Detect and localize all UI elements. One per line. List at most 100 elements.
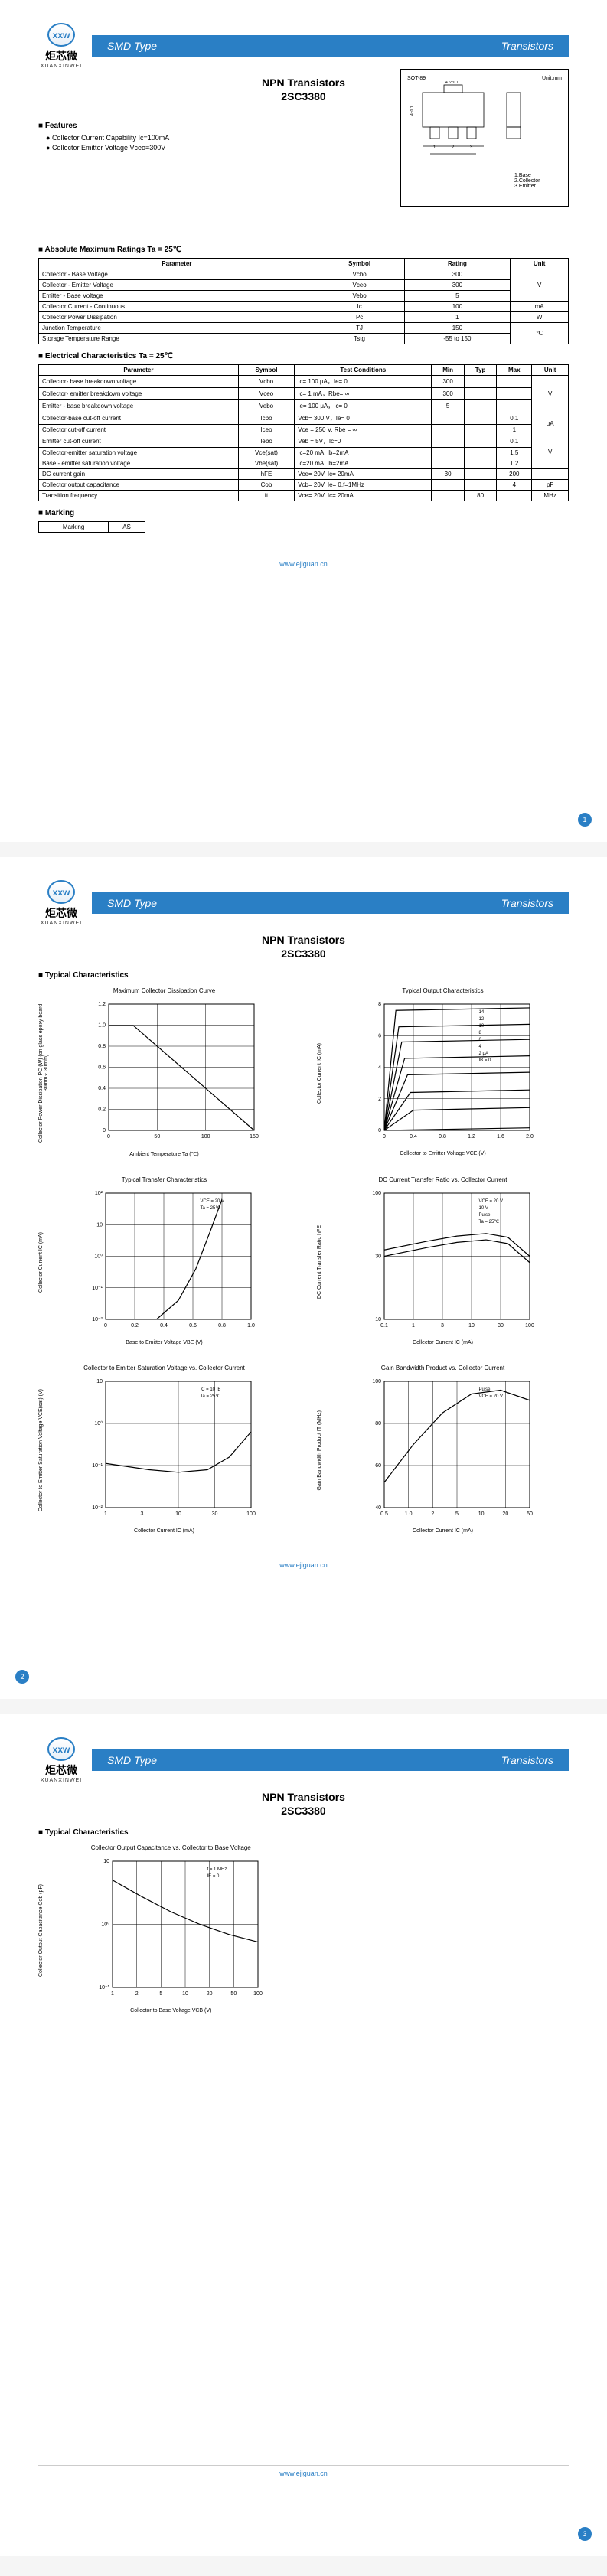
unit-cell: mA	[511, 302, 569, 312]
pin-2: 2.Collector	[514, 178, 562, 184]
max-cell: 0.1	[497, 435, 532, 448]
rating-cell: 1	[404, 312, 511, 323]
param-cell: Emitter - Base Voltage	[39, 291, 315, 302]
max-cell	[497, 388, 532, 400]
symbol-cell: TJ	[315, 323, 404, 334]
symbol-cell: Vcbo	[315, 269, 404, 280]
table-row: Collector output capacitanceCobVcb= 20V,…	[39, 480, 569, 491]
symbol-cell: Cob	[238, 480, 294, 491]
page-number: 2	[15, 1670, 29, 1684]
logo-brand: 炬芯微	[45, 1762, 77, 1778]
symbol-cell: Iceo	[238, 425, 294, 435]
svg-text:5: 5	[455, 1511, 459, 1517]
svg-text:1.2: 1.2	[468, 1134, 475, 1140]
x-axis-label: Collector to Emitter Voltage VCE (V)	[317, 1151, 569, 1156]
max-cell: 1	[497, 425, 532, 435]
svg-text:0.4: 0.4	[98, 1086, 106, 1091]
symbol-cell: Vceo	[315, 280, 404, 291]
chart: Gain Bandwidth Product vs. Collector Cur…	[317, 1365, 569, 1534]
svg-text:150: 150	[250, 1134, 259, 1140]
table-header: Symbol	[238, 365, 294, 376]
table-row: Collector Current - ContinuousIc100mA	[39, 302, 569, 312]
svg-text:0.2: 0.2	[98, 1107, 106, 1113]
x-axis-label: Ambient Temperature Ta (℃)	[38, 1151, 290, 1157]
svg-text:1.2: 1.2	[98, 1002, 106, 1007]
svg-text:0.1: 0.1	[380, 1323, 388, 1329]
rating-cell: 150	[404, 323, 511, 334]
chart-svg-icon: 0.51.025102050406080100PulseVCE = 20 V	[354, 1374, 537, 1527]
table-row: Junction TemperatureTJ150℃	[39, 323, 569, 334]
tc-cell: Veb = 5V，Ic=0	[295, 435, 432, 448]
symbol-cell: Vbe(sat)	[238, 458, 294, 469]
param-cell: Collector Power Dissipation	[39, 312, 315, 323]
unit-cell: V	[511, 269, 569, 302]
table-row: Emitter cut-off currentIeboVeb = 5V，Ic=0…	[39, 435, 569, 448]
banner-right: Transistors	[501, 1754, 553, 1766]
package-unit: Unit:mm	[542, 76, 562, 81]
chart: Collector to Emitter Saturation Voltage …	[38, 1365, 290, 1534]
svg-text:2: 2	[135, 1991, 138, 1997]
chart-c7-wrap: Collector Output Capacitance vs. Collect…	[38, 1844, 304, 2014]
table-row: Storage Temperature RangeTstg-55 to 150	[39, 334, 569, 344]
elec-table: ParameterSymbolTest ConditionsMinTypMaxU…	[38, 364, 569, 501]
page-2: xxw 炬芯微 XUANXINWEI SMD Type Transistors …	[0, 857, 607, 1699]
table-header: Unit	[532, 365, 569, 376]
rating-cell: -55 to 150	[404, 334, 511, 344]
typ-cell: 80	[464, 491, 496, 501]
x-axis-label: Collector Current IC (mA)	[317, 1340, 569, 1345]
max-cell	[497, 400, 532, 412]
chart: Maximum Collector Dissipation CurveColle…	[38, 987, 290, 1157]
chart-svg-icon: 00.40.81.21.62.0024681412108642 μAIB = 0	[354, 996, 537, 1149]
symbol-cell: ft	[238, 491, 294, 501]
svg-text:30: 30	[498, 1323, 504, 1329]
header: xxw 炬芯微 XUANXINWEI SMD Type Transistors	[38, 23, 569, 69]
chart-svg-icon: 13103010010⁻²10⁻¹10⁰10IC = 10 IBTa = 25℃	[75, 1374, 259, 1527]
max-cell: 4	[497, 480, 532, 491]
banner-left: SMD Type	[107, 1754, 157, 1766]
svg-text:30: 30	[212, 1511, 218, 1517]
table-row: Collector - Base VoltageVcbo300V	[39, 269, 569, 280]
table-header: Unit	[511, 259, 569, 269]
y-axis-label: Collector Current IC (mA)	[38, 1232, 44, 1293]
svg-text:10⁰: 10⁰	[101, 1922, 109, 1928]
svg-text:8: 8	[378, 1002, 381, 1007]
svg-text:10⁻²: 10⁻²	[92, 1317, 103, 1322]
svg-text:0.6: 0.6	[98, 1065, 106, 1071]
min-cell	[432, 412, 465, 425]
svg-text:10²: 10²	[95, 1191, 103, 1196]
svg-text:10: 10	[479, 1024, 485, 1029]
tc-cell: Vcb= 300 V，Ie= 0	[295, 412, 432, 425]
logo-sub: XUANXINWEI	[41, 1778, 82, 1783]
package-name: SOT-89	[407, 76, 426, 81]
marking-heading: Marking	[38, 509, 569, 517]
svg-text:10: 10	[96, 1222, 103, 1228]
unit-cell: MHz	[532, 491, 569, 501]
feature-item: Collector Emitter Voltage Vceo=300V	[46, 144, 330, 152]
table-header: Min	[432, 365, 465, 376]
y-axis-label: Gain Bandwidth Product fT (MHz)	[317, 1410, 322, 1491]
rating-cell: 100	[404, 302, 511, 312]
typ-cell	[464, 376, 496, 388]
header: xxw 炬芯微 XUANXINWEI SMD Type Transistors	[38, 880, 569, 926]
svg-text:10: 10	[478, 1511, 485, 1517]
typ-cell	[464, 480, 496, 491]
abs-max-table: ParameterSymbolRatingUnitCollector - Bas…	[38, 258, 569, 344]
table-row: Base - emitter saturation voltageVbe(sat…	[39, 458, 569, 469]
features-heading: Features	[38, 122, 330, 130]
chart-title: DC Current Transfer Ratio vs. Collector …	[317, 1176, 569, 1183]
header: xxw 炬芯微 XUANXINWEI SMD Type Transistors	[38, 1737, 569, 1783]
tc-cell: Vce= 20V, Ic= 20mA	[295, 469, 432, 480]
svg-text:5: 5	[159, 1991, 162, 1997]
feature-item: Collector Current Capability Ic=100mA	[46, 134, 330, 142]
table-row: Emitter - base breakdown voltageVeboIe= …	[39, 400, 569, 412]
min-cell	[432, 491, 465, 501]
svg-text:10⁻¹: 10⁻¹	[99, 1985, 109, 1991]
min-cell: 300	[432, 388, 465, 400]
typ-cell	[464, 400, 496, 412]
param-cell: Transition frequency	[39, 491, 239, 501]
svg-text:8: 8	[479, 1031, 482, 1035]
x-axis-label: Collector to Base Voltage VCB (V)	[38, 2008, 304, 2014]
logo: xxw 炬芯微 XUANXINWEI	[38, 1737, 84, 1783]
page-title: NPN Transistors	[38, 1791, 569, 1803]
tc-cell: Vcb= 20V, Ie= 0,f=1MHz	[295, 480, 432, 491]
